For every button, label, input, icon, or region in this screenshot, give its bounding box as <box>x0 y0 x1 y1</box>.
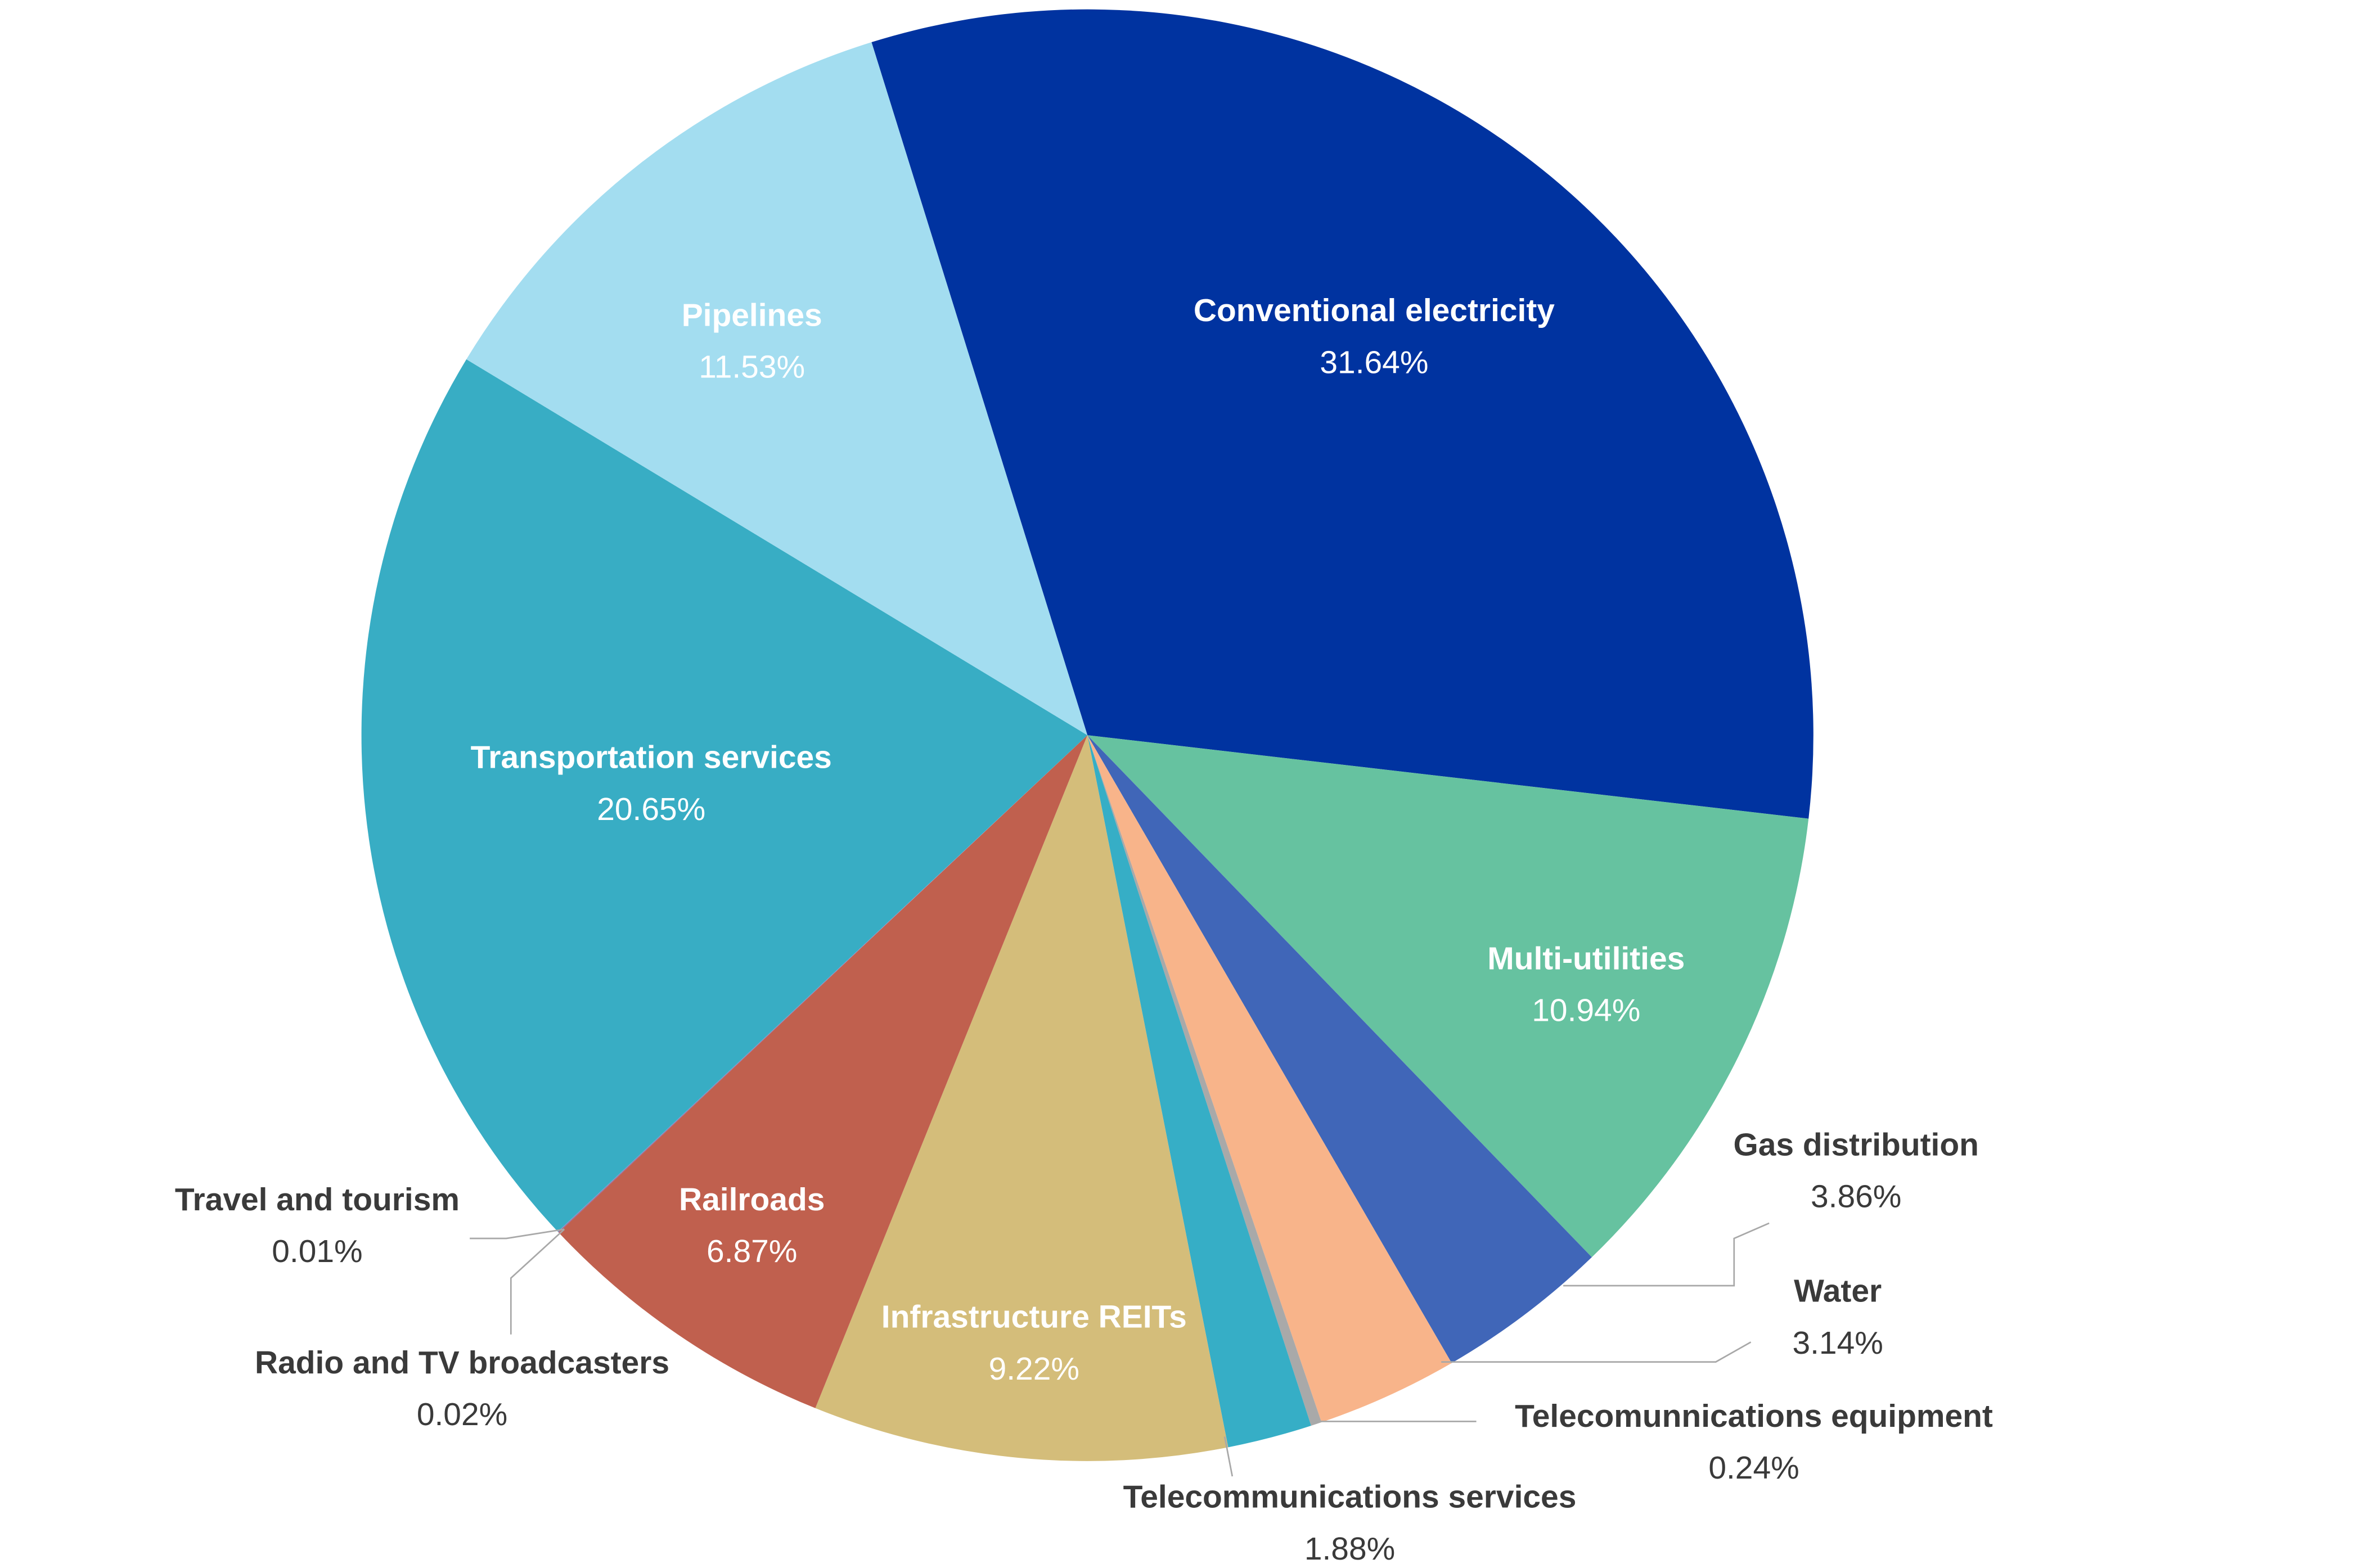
slice-value: 20.65% <box>597 791 705 827</box>
slice-value: 10.94% <box>1532 993 1640 1029</box>
pie-slice <box>361 359 1088 1232</box>
pie-slice <box>1087 735 1809 1258</box>
pie-slice <box>871 9 1814 819</box>
pie-slice <box>1087 735 1322 1426</box>
pie-slice <box>1087 735 1592 1363</box>
slice-label: Radio and TV broadcasters <box>255 1345 669 1381</box>
slice-label: Conventional electricity <box>1194 292 1555 328</box>
leader-line <box>1563 1222 1770 1287</box>
slice-label: Telecommunications services <box>1123 1479 1577 1515</box>
slice-value: 3.14% <box>1792 1325 1883 1361</box>
slice-value: 0.24% <box>1708 1450 1799 1486</box>
pie-slice <box>1087 735 1311 1448</box>
pie-slice <box>558 735 1088 1233</box>
slice-value: 9.22% <box>989 1351 1079 1387</box>
slice-label: Infrastructure REITs <box>881 1299 1187 1335</box>
slice-value: 31.64% <box>1320 344 1428 380</box>
slice-value: 1.88% <box>1304 1531 1395 1567</box>
slice-label: Travel and tourism <box>175 1182 460 1218</box>
slice-label: Gas distribution <box>1733 1127 1978 1163</box>
slice-label: Multi-utilities <box>1487 941 1685 977</box>
slice-value: 0.02% <box>417 1396 507 1432</box>
slice-value: 3.86% <box>1811 1179 1901 1215</box>
slice-value: 0.01% <box>272 1233 362 1269</box>
slice-label: Telecomunnications equipment <box>1515 1398 1993 1434</box>
slice-label: Railroads <box>679 1182 825 1218</box>
slice-label: Water <box>1794 1273 1882 1309</box>
slice-value: 6.87% <box>706 1233 797 1269</box>
pie-slice <box>1087 735 1452 1422</box>
pie-slice <box>557 735 1088 1232</box>
pie-slice <box>559 735 1088 1408</box>
leader-line <box>1441 1341 1752 1363</box>
slice-label: Pipelines <box>682 297 822 333</box>
leader-line <box>1223 1436 1234 1477</box>
pie-slice <box>815 735 1228 1461</box>
slice-value: 11.53% <box>699 349 805 385</box>
pie-slice <box>466 42 1088 736</box>
leader-line <box>510 1228 565 1335</box>
leader-line <box>470 1228 565 1240</box>
slice-label: Transportation services <box>471 740 832 776</box>
